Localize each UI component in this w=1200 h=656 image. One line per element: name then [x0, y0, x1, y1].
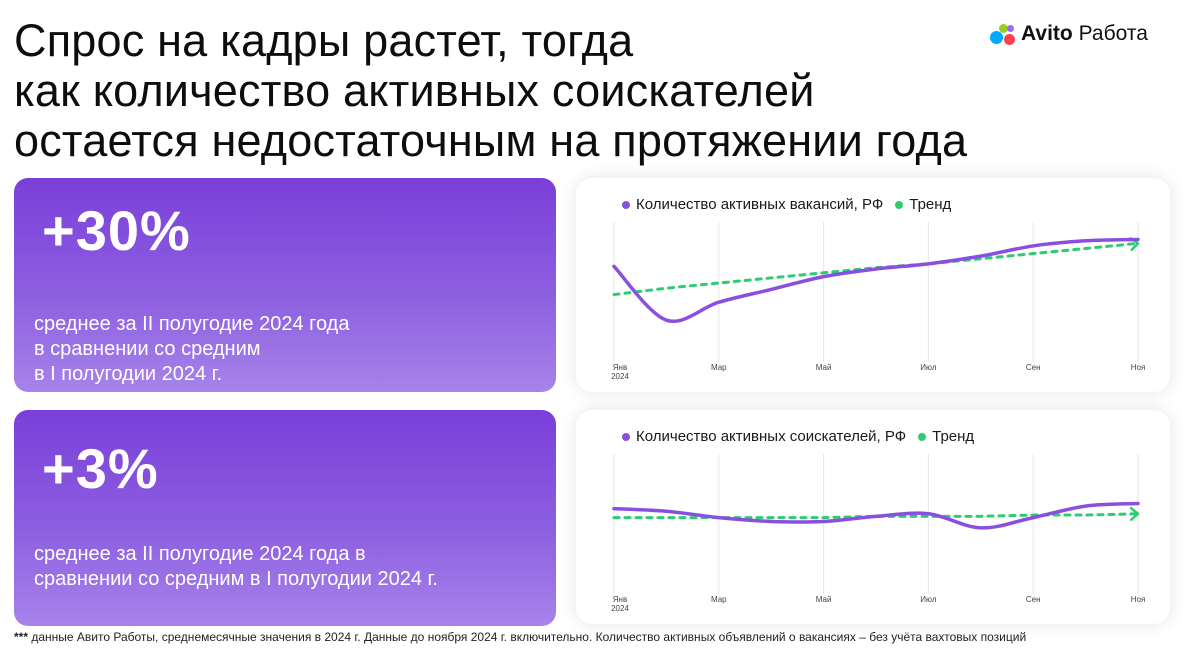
- chart-legend: Количество активных соискателей, РФ Трен…: [622, 428, 986, 445]
- x-tick-label: Ноя: [1131, 363, 1146, 372]
- legend-dot-purple-icon: [622, 200, 630, 209]
- stat-description: среднее за II полугодие 2024 года в срав…: [34, 542, 534, 592]
- stat-card-vacancies: +30% среднее за II полугодие 2024 года в…: [14, 178, 556, 392]
- legend-item-series: Количество активных вакансий, РФ: [622, 196, 883, 213]
- x-tick-label: Май: [816, 595, 832, 604]
- legend-label: Количество активных соискателей, РФ: [636, 428, 907, 445]
- avito-rabota-logo: Avito Работа: [990, 20, 1148, 48]
- x-tick-label: Июл: [920, 363, 937, 372]
- x-tick-sublabel: 2024: [611, 604, 629, 613]
- x-tick-label: Июл: [920, 595, 937, 604]
- title-line-2: как количество активных соискателей: [14, 65, 815, 116]
- legend-dot-green-icon: [895, 200, 904, 209]
- chart-card-vacancies: Янв 2024 Мар Май Июл Сен Ноя Количество активн…: [576, 178, 1170, 392]
- x-tick-label: Янв: [613, 595, 627, 604]
- title-line-3: остается недостаточным на протяжении год…: [14, 115, 968, 166]
- stat-desc-line: сравнении со средним в I полугодии 2024 …: [34, 568, 438, 590]
- footnote-marker: ***: [14, 630, 29, 644]
- avito-dots-icon: [990, 22, 1016, 46]
- legend-dot-purple-icon: [622, 432, 630, 441]
- legend-item-trend: Тренд: [918, 428, 974, 445]
- chart-card-candidates: Янв 2024 Мар Май Июл Сен Ноя Количество активн…: [576, 410, 1170, 624]
- legend-label: Тренд: [909, 196, 952, 213]
- stat-description: среднее за II полугодие 2024 года в срав…: [34, 312, 534, 387]
- page-title: Спрос на кадры растет, тогда как количес…: [14, 16, 1174, 166]
- footnote: *** данные Авито Работы, среднемесячные …: [14, 630, 1194, 644]
- x-tick-label: Сен: [1026, 595, 1041, 604]
- series-line: [612, 237, 1140, 324]
- stat-value: +3%: [42, 437, 159, 500]
- legend-item-trend: Тренд: [895, 196, 951, 213]
- stat-desc-line: среднее за II полугодие 2024 года в: [34, 543, 366, 565]
- title-line-1: Спрос на кадры растет, тогда: [14, 15, 634, 66]
- stat-desc-line: в I полугодии 2024 г.: [34, 363, 223, 385]
- x-tick-label: Ноя: [1131, 595, 1146, 604]
- x-tick-label: Сен: [1026, 363, 1041, 372]
- stat-card-candidates: +3% среднее за II полугодие 2024 года в …: [14, 410, 556, 626]
- legend-label: Количество активных вакансий, РФ: [636, 196, 884, 213]
- stat-desc-line: среднее за II полугодие 2024 года: [34, 313, 350, 335]
- x-tick-label: Мар: [711, 363, 727, 372]
- trend-arrow-icon: [1129, 506, 1140, 521]
- x-tick-label: Янв: [613, 363, 627, 372]
- legend-item-series: Количество активных соискателей, РФ: [622, 428, 906, 445]
- logo-product: Работа: [1078, 22, 1148, 45]
- stat-value: +30%: [42, 199, 191, 262]
- legend-label: Тренд: [932, 428, 975, 445]
- chart-legend: Количество активных вакансий, РФ Тренд: [622, 196, 963, 213]
- legend-dot-green-icon: [918, 432, 927, 441]
- footnote-text: данные Авито Работы, среднемесячные знач…: [31, 630, 1027, 644]
- trend-line: [612, 512, 1140, 520]
- logo-brand: Avito: [1021, 22, 1073, 45]
- series-line: [612, 501, 1140, 530]
- x-tick-label: Май: [816, 363, 832, 372]
- stat-desc-line: в сравнении со средним: [34, 338, 261, 360]
- x-tick-label: Мар: [711, 595, 727, 604]
- x-tick-sublabel: 2024: [611, 372, 629, 381]
